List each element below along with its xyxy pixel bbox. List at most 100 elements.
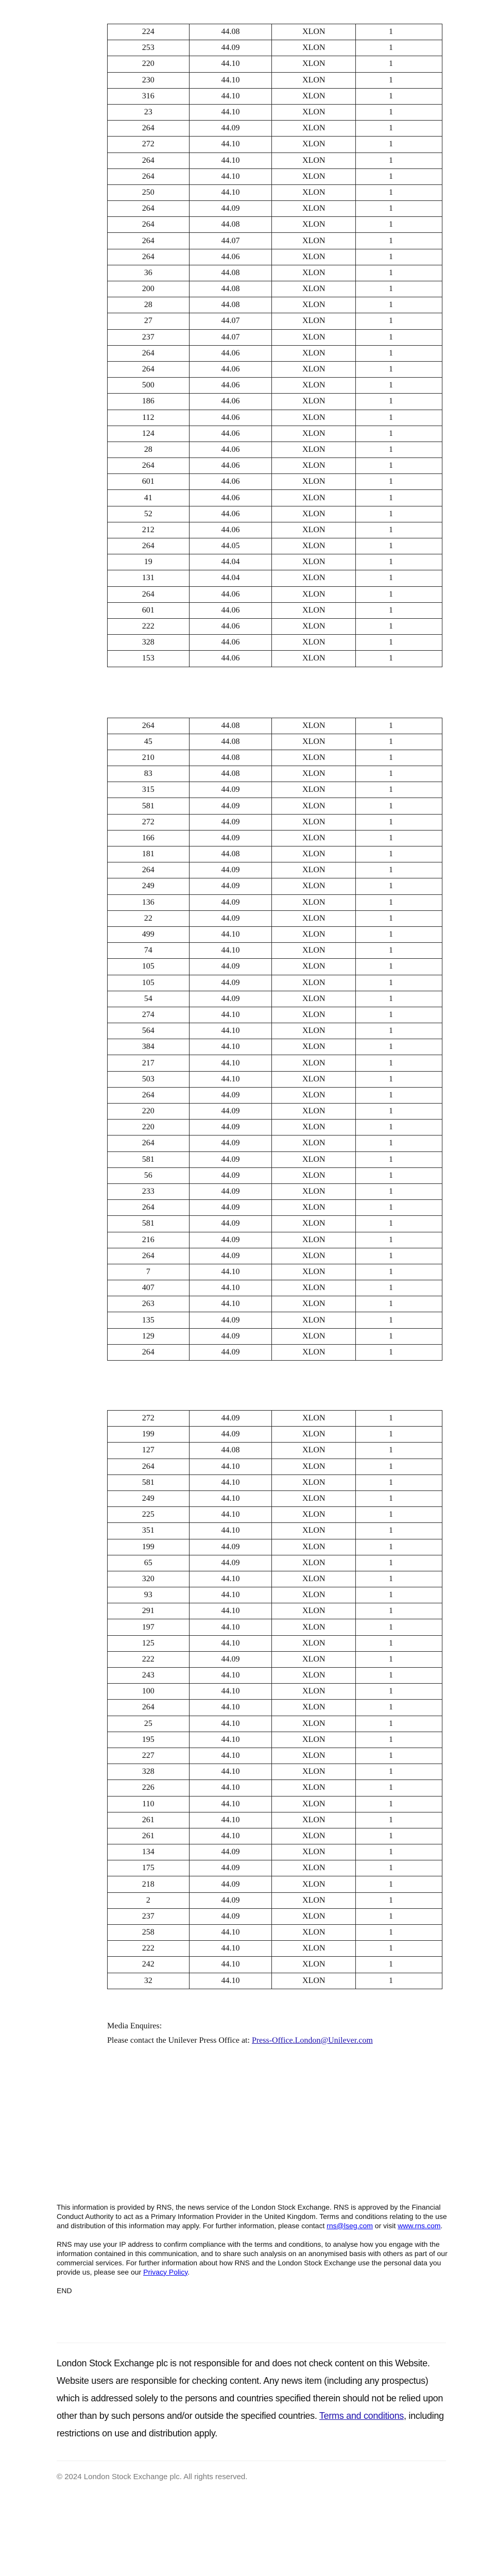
press-office-email-link[interactable]: Press-Office.London@Unilever.com — [251, 2036, 373, 2045]
volume-cell: 274 — [107, 1006, 190, 1024]
time-cell: 1 — [355, 717, 442, 734]
volume-cell: 264 — [107, 717, 190, 734]
venue-cell: XLON — [271, 297, 356, 314]
table-row: 328 44.06 XLON 1 — [107, 634, 442, 651]
volume-cell: 264 — [107, 200, 190, 217]
volume-cell: 601 — [107, 602, 190, 619]
volume-cell: 264 — [107, 232, 190, 249]
venue-cell: XLON — [271, 104, 356, 121]
time-cell: 1 — [355, 958, 442, 975]
rns-email-link[interactable]: rns@lseg.com — [327, 2221, 373, 2230]
time-cell: 1 — [355, 393, 442, 410]
price-cell: 44.09 — [188, 990, 272, 1007]
volume-cell: 291 — [107, 1603, 190, 1620]
table-row: 218 44.09 XLON 1 — [107, 1876, 442, 1893]
volume-cell: 41 — [107, 489, 190, 506]
table-row: 110 44.10 XLON 1 — [107, 1795, 442, 1812]
price-cell: 44.10 — [188, 104, 272, 121]
media-heading: Media Enquires: — [107, 2021, 162, 2030]
time-cell: 1 — [355, 72, 442, 89]
venue-cell: XLON — [271, 1635, 356, 1652]
time-cell: 1 — [355, 361, 442, 378]
time-cell: 1 — [355, 1795, 442, 1812]
table-row: 407 44.10 XLON 1 — [107, 1280, 442, 1297]
table-row: 220 44.10 XLON 1 — [107, 56, 442, 73]
volume-cell: 328 — [107, 1764, 190, 1781]
time-cell: 1 — [355, 1071, 442, 1088]
table-row: 264 44.09 XLON 1 — [107, 1344, 442, 1361]
venue-cell: XLON — [271, 1263, 356, 1281]
time-cell: 1 — [355, 910, 442, 927]
venue-cell: XLON — [271, 40, 356, 57]
price-cell: 44.09 — [188, 798, 272, 815]
time-cell: 1 — [355, 1247, 442, 1264]
price-cell: 44.06 — [188, 618, 272, 635]
time-cell: 1 — [355, 425, 442, 442]
time-cell: 1 — [355, 489, 442, 506]
price-cell: 44.09 — [188, 1103, 272, 1120]
volume-cell: 272 — [107, 136, 190, 153]
price-cell: 44.10 — [188, 1956, 272, 1973]
volume-cell: 249 — [107, 878, 190, 895]
table-row: 105 44.09 XLON 1 — [107, 974, 442, 991]
price-cell: 44.09 — [188, 1876, 272, 1893]
rns-paragraph-1: This information is provided by RNS, the… — [57, 2202, 453, 2230]
table-row: 499 44.10 XLON 1 — [107, 926, 442, 943]
venue-cell: XLON — [271, 521, 356, 539]
venue-cell: XLON — [271, 1151, 356, 1168]
price-cell: 44.10 — [188, 926, 272, 943]
volume-cell: 264 — [107, 586, 190, 603]
table-row: 503 44.10 XLON 1 — [107, 1071, 442, 1088]
venue-cell: XLON — [271, 425, 356, 442]
time-cell: 1 — [355, 24, 442, 41]
volume-cell: 166 — [107, 829, 190, 847]
time-cell: 1 — [355, 554, 442, 571]
time-cell: 1 — [355, 814, 442, 831]
volume-cell: 56 — [107, 1167, 190, 1184]
price-cell: 44.06 — [188, 521, 272, 539]
price-cell: 44.10 — [188, 1747, 272, 1765]
table-row: 261 44.10 XLON 1 — [107, 1811, 442, 1828]
volume-cell: 230 — [107, 72, 190, 89]
table-row: 291 44.10 XLON 1 — [107, 1603, 442, 1620]
table-row: 249 44.09 XLON 1 — [107, 878, 442, 895]
venue-cell: XLON — [271, 1215, 356, 1232]
rns-website-link[interactable]: www.rns.com — [398, 2221, 441, 2230]
volume-cell: 237 — [107, 1908, 190, 1925]
venue-cell: XLON — [271, 782, 356, 799]
table-row: 601 44.06 XLON 1 — [107, 602, 442, 619]
time-cell: 1 — [355, 104, 442, 121]
volume-cell: 25 — [107, 1715, 190, 1732]
price-cell: 44.08 — [188, 749, 272, 767]
time-cell: 1 — [355, 409, 442, 426]
volume-cell: 233 — [107, 1183, 190, 1200]
volume-cell: 220 — [107, 1103, 190, 1120]
time-cell: 1 — [355, 232, 442, 249]
privacy-policy-link[interactable]: Privacy Policy — [143, 2267, 188, 2276]
time-cell: 1 — [355, 313, 442, 330]
table-row: 237 44.09 XLON 1 — [107, 1908, 442, 1925]
volume-cell: 264 — [107, 1199, 190, 1216]
venue-cell: XLON — [271, 1570, 356, 1588]
price-cell: 44.09 — [188, 1892, 272, 1909]
volume-cell: 253 — [107, 40, 190, 57]
volume-cell: 216 — [107, 1231, 190, 1248]
time-cell: 1 — [355, 1619, 442, 1636]
price-cell: 44.10 — [188, 72, 272, 89]
price-cell: 44.08 — [188, 766, 272, 783]
time-cell: 1 — [355, 1635, 442, 1652]
venue-cell: XLON — [271, 958, 356, 975]
venue-cell: XLON — [271, 974, 356, 991]
price-cell: 44.09 — [188, 1908, 272, 1925]
table-row: 226 44.10 XLON 1 — [107, 1780, 442, 1797]
table-row: 264 44.09 XLON 1 — [107, 120, 442, 137]
venue-cell: XLON — [271, 457, 356, 474]
volume-cell: 212 — [107, 521, 190, 539]
price-cell: 44.09 — [188, 894, 272, 911]
disclaimer-text: London Stock Exchange plc is not respons… — [57, 2358, 443, 2421]
time-cell: 1 — [355, 280, 442, 298]
price-cell: 44.10 — [188, 1731, 272, 1748]
table-row: 212 44.06 XLON 1 — [107, 521, 442, 539]
terms-and-conditions-link[interactable]: Terms and conditions — [319, 2410, 404, 2421]
venue-cell: XLON — [271, 1231, 356, 1248]
